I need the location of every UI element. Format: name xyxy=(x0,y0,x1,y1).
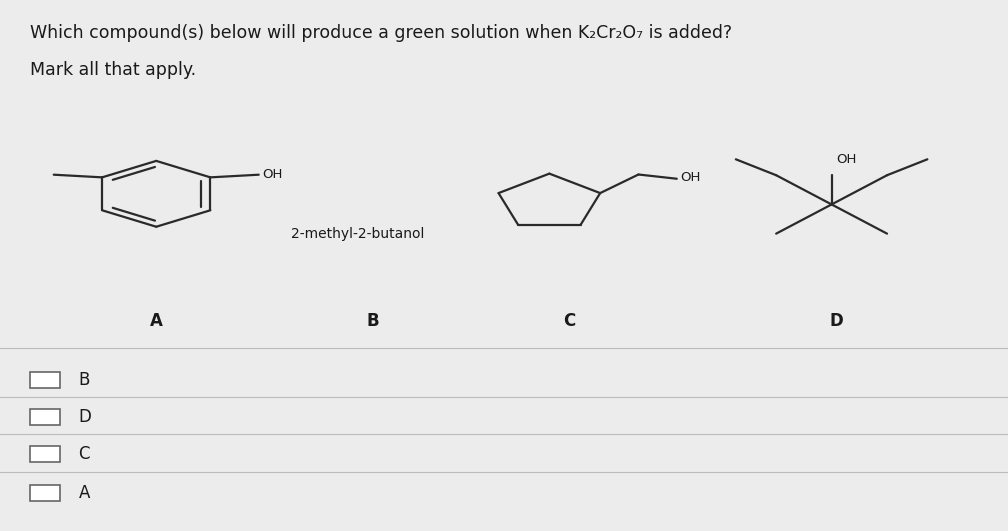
Text: C: C xyxy=(563,312,576,330)
Text: B: B xyxy=(79,371,90,389)
Text: A: A xyxy=(79,484,90,502)
Text: OH: OH xyxy=(837,153,857,166)
Text: B: B xyxy=(367,312,379,330)
Text: A: A xyxy=(150,312,162,330)
FancyBboxPatch shape xyxy=(30,446,60,462)
Text: Which compound(s) below will produce a green solution when K₂Cr₂O₇ is added?: Which compound(s) below will produce a g… xyxy=(30,24,733,42)
FancyBboxPatch shape xyxy=(30,372,60,388)
Text: 2-methyl-2-butanol: 2-methyl-2-butanol xyxy=(291,227,424,241)
Text: D: D xyxy=(830,312,844,330)
FancyBboxPatch shape xyxy=(30,409,60,425)
Text: C: C xyxy=(79,445,90,463)
Text: OH: OH xyxy=(262,168,282,181)
Text: OH: OH xyxy=(679,171,701,184)
Text: Mark all that apply.: Mark all that apply. xyxy=(30,61,197,79)
Text: D: D xyxy=(79,408,92,426)
FancyBboxPatch shape xyxy=(30,485,60,501)
